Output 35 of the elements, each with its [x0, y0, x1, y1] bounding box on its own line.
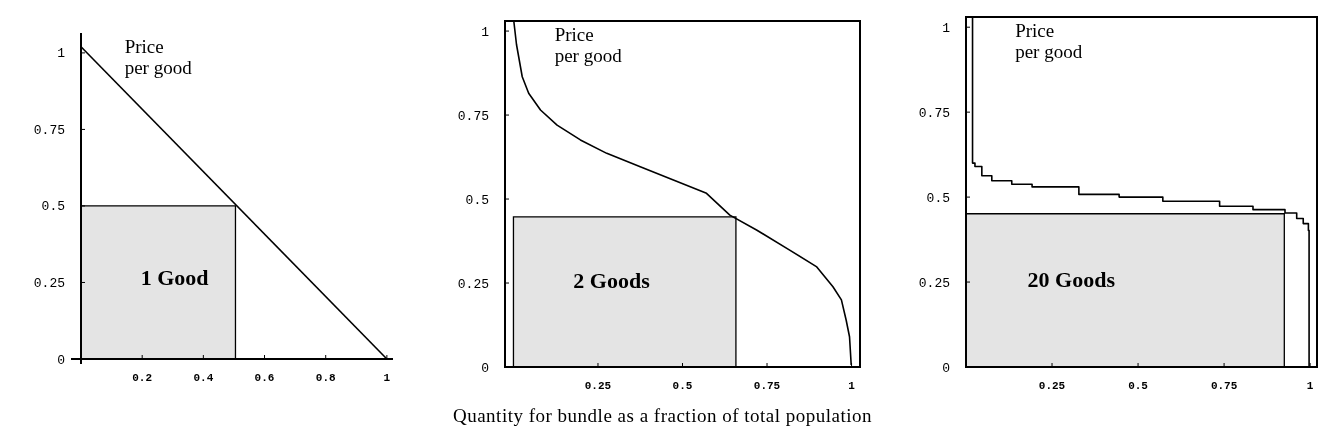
annotation: 20 Goods: [1027, 267, 1116, 293]
x-tick-label: 0.8: [315, 372, 336, 384]
y-tick-label: 0.25: [457, 276, 489, 292]
y-axis-title: Price per good: [124, 36, 193, 78]
x-tick-label: 1: [1306, 380, 1314, 392]
y-tick-label: 0.5: [926, 190, 950, 206]
x-tick-label: 1: [848, 380, 856, 392]
x-tick-label: 0.5: [1128, 380, 1149, 392]
y-tick-label: 0: [481, 360, 489, 376]
x-tick-label: 1: [383, 372, 391, 384]
y-tick-label: 0.75: [33, 122, 65, 138]
y-tick-label: 0.75: [457, 108, 489, 124]
y-tick-label: 0.25: [918, 275, 950, 291]
y-tick-label: 1: [57, 46, 66, 62]
x-tick-label: 0.25: [584, 380, 612, 392]
x-tick-label: 0.2: [132, 372, 153, 384]
y-tick-label: 1: [942, 20, 951, 36]
x-tick-label: 0.4: [193, 372, 214, 384]
annotation: 2 Goods: [573, 268, 651, 294]
x-tick-label: 0.75: [753, 380, 781, 392]
y-tick-label: 0.25: [33, 276, 65, 292]
y-tick-label: 0: [942, 360, 950, 376]
y-tick-label: 0: [57, 352, 65, 368]
x-tick-label: 0.75: [1210, 380, 1238, 392]
y-tick-label: 1: [481, 24, 490, 40]
annotation: 1 Good: [140, 265, 209, 291]
x-tick-label: 0.5: [672, 380, 693, 392]
y-tick-label: 0.5: [41, 199, 65, 215]
x-axis-title: Quantity for bundle as a fraction of total population: [452, 405, 873, 426]
x-tick-label: 0.6: [254, 372, 275, 384]
y-tick-label: 0.5: [465, 192, 489, 208]
y-tick-label: 0.75: [918, 105, 950, 121]
y-axis-title: Price per good: [554, 24, 623, 66]
x-tick-label: 0.25: [1038, 380, 1066, 392]
y-axis-title: Price per good: [1015, 20, 1083, 62]
